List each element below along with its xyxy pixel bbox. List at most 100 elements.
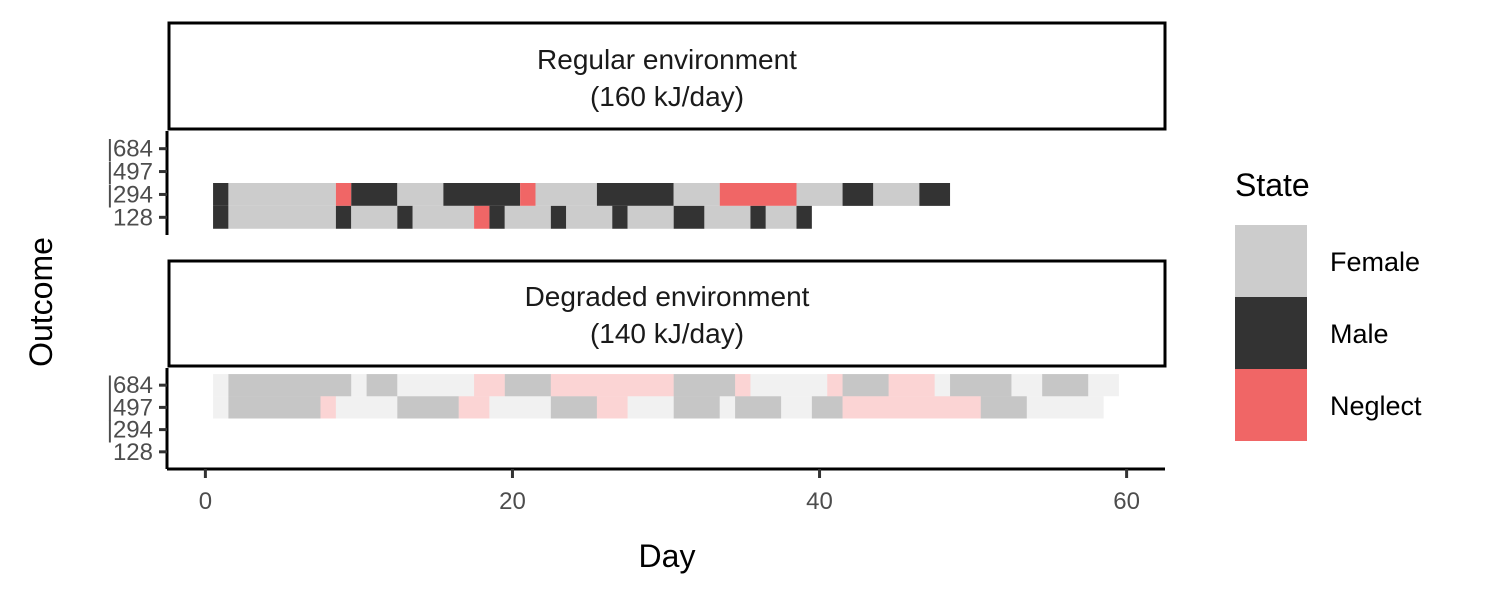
tile-p0-128-2 [335, 205, 352, 229]
tile-p0-294-0 [213, 183, 229, 206]
tile-p1-684-0 [213, 374, 229, 397]
tile-p1-497-9 [627, 396, 674, 419]
tile-p1-684-9 [735, 374, 751, 397]
tile-p1-684-13 [888, 374, 935, 397]
tile-p0-128-17 [796, 205, 812, 229]
tile-p1-497-4 [397, 396, 459, 419]
tile-p1-684-12 [842, 374, 889, 397]
tile-p1-684-1 [228, 374, 352, 397]
tile-p1-497-6 [489, 396, 551, 419]
y-tick-label-p1-3: 128 [113, 439, 153, 466]
panel-degraded-strip: Degraded environment (140 kJ/day) [167, 259, 1167, 368]
tile-p0-128-5 [412, 205, 475, 229]
tile-p0-128-8 [504, 205, 551, 229]
tile-p0-128-6 [474, 205, 490, 229]
tile-p1-497-1 [228, 396, 321, 419]
x-axis: 0 20 40 60 [167, 467, 1165, 515]
legend-key-female [1235, 225, 1307, 297]
tile-p0-294-4 [397, 183, 444, 206]
tile-p0-294-5 [443, 183, 521, 206]
tile-p0-128-16 [765, 205, 797, 229]
tile-p0-294-13 [873, 183, 920, 206]
tile-p1-497-10 [673, 396, 720, 419]
tile-p0-294-8 [596, 183, 674, 206]
tile-p1-684-15 [950, 374, 1012, 397]
tile-p1-497-8 [596, 396, 628, 419]
y-tick-label-p0-2: |294 [107, 181, 153, 208]
tile-p0-128-10 [566, 205, 613, 229]
tile-p1-497-14 [811, 396, 843, 419]
legend: State Female Male Neglect [1235, 167, 1422, 441]
tile-p1-684-4 [397, 374, 475, 397]
x-tick-label-1: 20 [499, 488, 526, 515]
tile-p1-497-15 [842, 396, 981, 419]
panel-degraded-subtitle: (140 kJ/day) [590, 318, 744, 349]
tile-p0-128-9 [550, 205, 567, 229]
x-tick-label-0: 0 [199, 488, 212, 515]
x-tick-label-3: 60 [1113, 488, 1140, 515]
y-tick-label-p0-3: 128 [113, 204, 153, 231]
tile-p1-497-12 [735, 396, 782, 419]
y-tick-label-p1-2: |294 [107, 417, 153, 444]
tile-p0-128-11 [612, 205, 628, 229]
legend-title: State [1235, 167, 1310, 203]
tile-p1-497-16 [980, 396, 1027, 419]
y-axis-title: Outcome [23, 237, 59, 367]
x-tick-label-2: 40 [806, 488, 833, 515]
tile-p1-684-7 [550, 374, 674, 397]
tile-p0-128-1 [228, 205, 336, 229]
legend-label-female: Female [1330, 247, 1420, 277]
tile-p0-294-3 [351, 183, 398, 206]
tile-p0-128-0 [213, 205, 229, 229]
legend-key-neglect [1235, 369, 1307, 441]
tile-p1-684-16 [1011, 374, 1043, 397]
tile-p1-684-6 [504, 374, 551, 397]
tile-p1-684-14 [934, 374, 951, 397]
tile-p1-497-0 [213, 396, 229, 419]
tile-p0-128-4 [397, 205, 413, 229]
tile-p0-128-7 [489, 205, 505, 229]
tile-p1-497-2 [320, 396, 336, 419]
y-tick-label-p1-0: |684 [107, 372, 153, 399]
tile-p0-128-3 [351, 205, 398, 229]
tile-p0-128-12 [627, 205, 674, 229]
tile-p1-497-3 [335, 396, 398, 419]
legend-label-male: Male [1330, 319, 1389, 349]
tile-p1-684-18 [1088, 374, 1119, 397]
tile-p0-294-7 [535, 183, 597, 206]
tile-p1-684-10 [750, 374, 828, 397]
tile-p1-684-5 [474, 374, 505, 397]
legend-key-male [1235, 297, 1307, 369]
tile-p1-497-13 [781, 396, 812, 419]
legend-label-neglect: Neglect [1330, 391, 1422, 421]
tile-p0-294-14 [919, 183, 951, 206]
y-tick-label-p0-1: |497 [107, 159, 153, 186]
y-tick-label-p1-1: |497 [107, 394, 153, 421]
tile-p1-684-8 [673, 374, 736, 397]
panel-degraded-title: Degraded environment [525, 281, 810, 312]
tile-p0-294-1 [228, 183, 336, 206]
y-tick-label-p0-0: |684 [107, 136, 153, 163]
tile-p0-294-6 [520, 183, 536, 206]
tile-p0-128-13 [673, 205, 705, 229]
tile-p1-497-17 [1026, 396, 1104, 419]
x-axis-title: Day [639, 538, 696, 574]
tile-p1-684-11 [827, 374, 843, 397]
tile-p0-128-14 [704, 205, 751, 229]
panel-regular-title: Regular environment [537, 44, 797, 75]
tile-p1-497-5 [458, 396, 490, 419]
tile-p0-294-9 [673, 183, 720, 206]
panel-regular-strip: Regular environment (160 kJ/day) [167, 21, 1167, 131]
tile-p1-684-3 [366, 374, 398, 397]
tile-p0-128-15 [750, 205, 766, 229]
tile-p1-497-11 [719, 396, 736, 419]
tile-p1-497-7 [550, 396, 597, 419]
tile-p0-294-10 [719, 183, 797, 206]
tile-p1-684-17 [1042, 374, 1089, 397]
tile-p0-294-11 [796, 183, 843, 206]
panel-regular-subtitle: (160 kJ/day) [590, 81, 744, 112]
tile-p1-684-2 [351, 374, 367, 397]
